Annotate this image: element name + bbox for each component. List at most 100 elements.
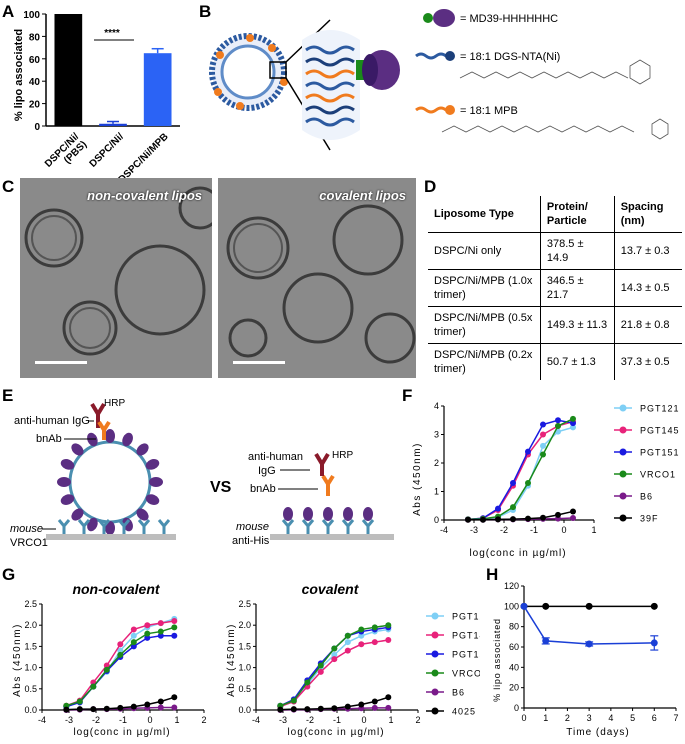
table-cell: 149.3 ± 11.3 bbox=[539, 306, 615, 344]
hrp-label: HRP bbox=[332, 450, 353, 461]
data-point bbox=[144, 634, 151, 641]
series-line bbox=[523, 605, 655, 645]
data-point bbox=[358, 701, 365, 708]
trimer-icon bbox=[145, 494, 160, 505]
x-tick-label: 1 bbox=[174, 715, 179, 725]
data-point bbox=[144, 701, 151, 708]
data-point bbox=[385, 637, 392, 644]
x-tick-label: -3 bbox=[279, 715, 287, 725]
data-point bbox=[130, 626, 137, 633]
panel-g-title-covalent: covalent bbox=[302, 581, 360, 597]
trimer-icon bbox=[136, 508, 149, 521]
series-line bbox=[279, 626, 389, 707]
data-point bbox=[520, 602, 528, 610]
anti-his-capture-label: anti-His bbox=[232, 535, 270, 547]
data-point bbox=[525, 515, 531, 522]
data-point bbox=[117, 651, 124, 658]
data-point bbox=[385, 694, 392, 701]
panel-label-a: A bbox=[2, 2, 14, 21]
data-point bbox=[371, 698, 378, 705]
y-tick-label: 100 bbox=[504, 601, 519, 611]
data-point bbox=[90, 706, 97, 713]
panel-h-chart: H % lipo associated Time (days) 02040608… bbox=[486, 565, 679, 738]
x-tick-label: 2 bbox=[565, 713, 570, 723]
data-point bbox=[358, 641, 365, 648]
data-point bbox=[585, 640, 593, 648]
legend-marker bbox=[431, 669, 439, 677]
x-tick-label: -2 bbox=[92, 715, 100, 725]
trimer-icon bbox=[136, 443, 149, 456]
data-point bbox=[495, 516, 501, 523]
y-tick-label: 0 bbox=[34, 122, 40, 133]
data-point bbox=[570, 420, 576, 427]
legend-marker bbox=[619, 514, 627, 522]
data-point bbox=[540, 421, 546, 428]
legend-mpb-lipid: = 18:1 MPB bbox=[415, 105, 669, 140]
y-tick-label: 100 bbox=[23, 10, 40, 21]
data-point bbox=[525, 479, 531, 486]
nta-lipid-icon bbox=[415, 52, 447, 60]
data-point bbox=[130, 639, 137, 646]
x-tick-label: 2 bbox=[201, 715, 206, 725]
data-point bbox=[570, 424, 576, 431]
x-tick-label: -4 bbox=[440, 525, 448, 535]
data-point bbox=[585, 602, 593, 610]
data-point bbox=[555, 511, 561, 518]
series-line bbox=[66, 626, 175, 707]
panel-label-f: F bbox=[402, 386, 412, 405]
bar bbox=[143, 53, 172, 127]
data-point bbox=[540, 442, 546, 449]
bar bbox=[99, 123, 127, 126]
x-tick-label: 7 bbox=[673, 713, 678, 723]
y-tick-label: 2.0 bbox=[24, 620, 37, 630]
table-cell: 37.3 ± 0.5 bbox=[613, 343, 682, 380]
data-point bbox=[358, 632, 365, 639]
trimer-icon bbox=[71, 443, 84, 456]
legend-marker bbox=[619, 404, 627, 412]
x-tick-label: 1 bbox=[388, 715, 393, 725]
data-point bbox=[171, 704, 178, 711]
trimer-icon bbox=[60, 494, 75, 505]
data-point bbox=[344, 632, 351, 639]
x-tick-label: 1 bbox=[543, 713, 548, 723]
plot-area: 0.0 0.5 1.0 1.5 2.0 2.5 -4 -3 -2 -1 0 1 2 bbox=[238, 599, 420, 725]
table-cell: 13.7 ± 0.3 bbox=[613, 232, 682, 270]
panel-a-ylabel: % lipo associated bbox=[13, 29, 25, 121]
table-cell: DSPC/Ni only bbox=[428, 232, 541, 270]
mouse-label: mouse bbox=[10, 523, 43, 535]
membrane-zoom-icon bbox=[302, 30, 400, 140]
mouse-label: mouse bbox=[236, 521, 269, 533]
data-point bbox=[317, 662, 324, 669]
vs-label: VS bbox=[210, 479, 232, 496]
trimer-icon bbox=[105, 521, 115, 535]
y-tick-label: 40 bbox=[509, 662, 519, 672]
data-point bbox=[570, 515, 576, 522]
y-tick-label: 0.0 bbox=[24, 705, 37, 715]
legend-label: PGT145 bbox=[452, 631, 480, 641]
vrc01-capture-label: VRCO1 bbox=[10, 537, 48, 549]
legend-marker bbox=[619, 492, 627, 500]
y-tick-label: 80 bbox=[509, 622, 519, 632]
data-point bbox=[344, 647, 351, 654]
y-tick-label: 2.5 bbox=[24, 599, 37, 609]
trimer-icon bbox=[149, 477, 163, 487]
x-tick-label: -4 bbox=[38, 715, 46, 725]
data-point bbox=[117, 641, 124, 648]
y-tick-label: 40 bbox=[29, 77, 41, 88]
y-tick-label: 0.5 bbox=[238, 684, 251, 694]
x-tick-label: 0 bbox=[561, 525, 566, 535]
panel-b-schematic: B = MD39-HH bbox=[199, 2, 669, 151]
legend-marker bbox=[431, 631, 439, 639]
x-tick-label: 6 bbox=[652, 713, 657, 723]
series-line bbox=[280, 624, 389, 707]
data-point bbox=[542, 602, 550, 610]
legend-marker bbox=[431, 650, 439, 658]
panel-g-charts: G non-covalent covalent Abs (450nm) Abs … bbox=[2, 565, 491, 738]
y-tick-label: 60 bbox=[509, 642, 519, 652]
x-tick-label: DSPC/Ni/(PBS) bbox=[43, 131, 89, 177]
data-point bbox=[331, 645, 338, 652]
panel-g-ylabel-2: Abs (450nm) bbox=[226, 623, 237, 697]
liposome-icon bbox=[209, 33, 288, 111]
legend-label: 4025 bbox=[452, 707, 476, 717]
panel-f-xlabel: log(conc in µg/ml) bbox=[469, 548, 566, 559]
